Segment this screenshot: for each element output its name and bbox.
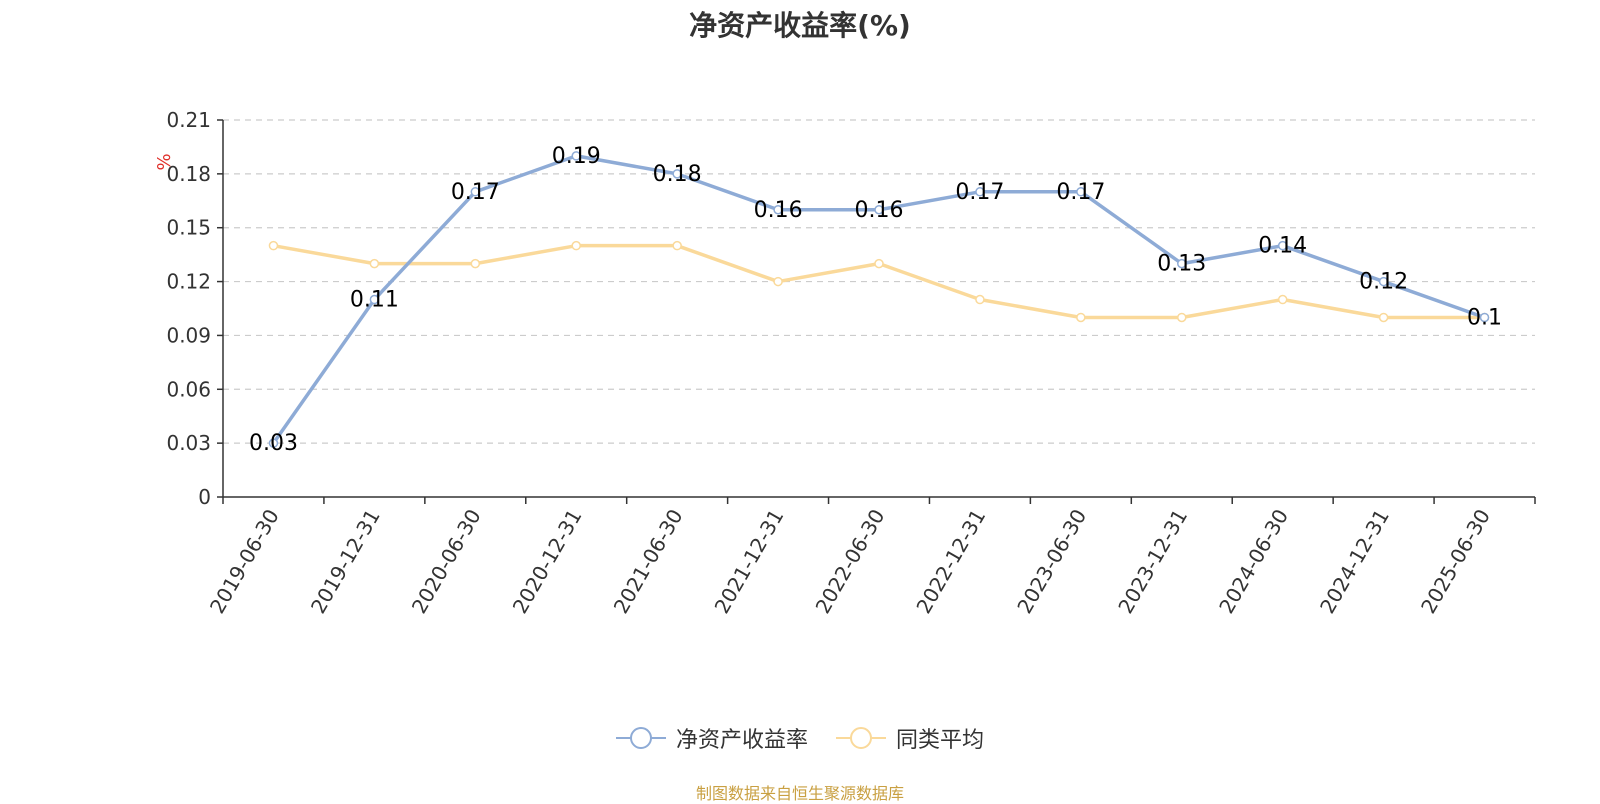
point-peer-average[interactable] bbox=[874, 258, 884, 269]
legend-peer-average-icon bbox=[836, 727, 886, 749]
data-labels: 0.03 0.11 0.17 0.19 0.18 0.16 0.16 0.17 0.17 0.13… bbox=[249, 144, 1502, 456]
x-tick-label: 2024-12-31 bbox=[1315, 505, 1394, 618]
data-label: 0.18 bbox=[653, 162, 702, 187]
data-label: 0.13 bbox=[1157, 252, 1206, 277]
y-tick-label: 0 bbox=[198, 485, 211, 509]
data-label: 0.16 bbox=[855, 198, 904, 223]
point-peer-average[interactable] bbox=[672, 240, 682, 251]
chart-title: 净资产收益率(%) bbox=[689, 9, 911, 42]
axes: 0 0.03 0.06 0.09 0.12 0.15 0.18 0.21 2019-06-30 2… bbox=[166, 108, 1536, 618]
data-label: 0.14 bbox=[1258, 234, 1307, 259]
y-axis-unit-label: % bbox=[154, 153, 175, 170]
y-tick-label: 0.21 bbox=[166, 108, 211, 132]
x-tick-label: 2020-06-30 bbox=[407, 505, 486, 618]
point-peer-average[interactable] bbox=[268, 240, 279, 251]
data-label: 0.17 bbox=[451, 180, 500, 205]
legend-roe-label: 净资产收益率 bbox=[675, 728, 808, 753]
legend-item-roe[interactable]: 净资产收益率 bbox=[615, 722, 808, 754]
series-points bbox=[268, 151, 1490, 448]
point-peer-average[interactable] bbox=[1177, 312, 1187, 323]
data-label: 0.11 bbox=[350, 288, 399, 313]
x-tick-label: 2021-06-30 bbox=[609, 505, 688, 618]
point-peer-average[interactable] bbox=[1277, 294, 1288, 305]
y-tick-label: 0.03 bbox=[166, 431, 211, 455]
x-tick-label: 2023-12-31 bbox=[1113, 505, 1192, 618]
data-label: 0.19 bbox=[552, 144, 601, 169]
point-peer-average[interactable] bbox=[773, 276, 783, 287]
x-tick-label: 2022-06-30 bbox=[810, 505, 889, 618]
y-tick-label: 0.12 bbox=[166, 270, 211, 294]
point-peer-average[interactable] bbox=[369, 258, 380, 269]
x-tick-label: 2022-12-31 bbox=[911, 505, 990, 618]
point-roe[interactable] bbox=[672, 169, 682, 179]
point-peer-average[interactable] bbox=[1076, 312, 1086, 323]
grid-lines bbox=[223, 119, 1535, 444]
y-tick-label: 0.18 bbox=[166, 162, 211, 186]
x-tick-label: 2025-06-30 bbox=[1416, 505, 1495, 618]
point-roe[interactable] bbox=[1076, 187, 1086, 197]
legend-roe-icon bbox=[615, 727, 666, 749]
point-roe[interactable] bbox=[975, 187, 985, 197]
x-tick-label: 2020-12-31 bbox=[508, 505, 587, 618]
point-roe[interactable] bbox=[1378, 276, 1389, 287]
point-peer-average[interactable] bbox=[470, 258, 481, 269]
data-label: 0.16 bbox=[754, 198, 803, 223]
point-peer-average[interactable] bbox=[571, 240, 581, 251]
legend-peer-average-label: 同类平均 bbox=[896, 728, 985, 753]
data-label: 0.17 bbox=[1056, 180, 1105, 205]
point-roe[interactable] bbox=[1479, 312, 1490, 323]
x-tick-label: 2019-06-30 bbox=[205, 505, 284, 618]
point-roe[interactable] bbox=[773, 205, 783, 215]
point-roe[interactable] bbox=[268, 438, 279, 448]
x-tick-label: 2023-06-30 bbox=[1012, 505, 1091, 618]
point-roe[interactable] bbox=[571, 151, 581, 161]
data-label: 0.1 bbox=[1467, 305, 1502, 330]
legend-item-peer-average[interactable]: 同类平均 bbox=[836, 722, 984, 754]
data-label: 0.03 bbox=[249, 431, 298, 456]
x-tick-label: 2021-12-31 bbox=[710, 505, 789, 618]
y-tick-label: 0.06 bbox=[166, 377, 211, 401]
x-tick-label: 2019-12-31 bbox=[306, 505, 385, 618]
point-roe[interactable] bbox=[874, 205, 884, 215]
y-tick-label: 0.09 bbox=[166, 323, 211, 347]
point-roe[interactable] bbox=[1177, 258, 1187, 269]
data-label: 0.17 bbox=[955, 180, 1004, 205]
source-note: 制图数据来自恒生聚源数据库 bbox=[695, 784, 904, 803]
legend: 净资产收益率 同类平均 bbox=[0, 722, 1600, 754]
data-label: 0.12 bbox=[1359, 270, 1408, 295]
point-roe[interactable] bbox=[1277, 240, 1288, 251]
point-peer-average[interactable] bbox=[975, 294, 985, 305]
point-peer-average[interactable] bbox=[1378, 312, 1389, 323]
x-tick-label: 2024-06-30 bbox=[1214, 505, 1293, 618]
point-roe[interactable] bbox=[369, 294, 380, 305]
point-roe[interactable] bbox=[470, 187, 481, 197]
y-tick-label: 0.15 bbox=[166, 216, 211, 240]
